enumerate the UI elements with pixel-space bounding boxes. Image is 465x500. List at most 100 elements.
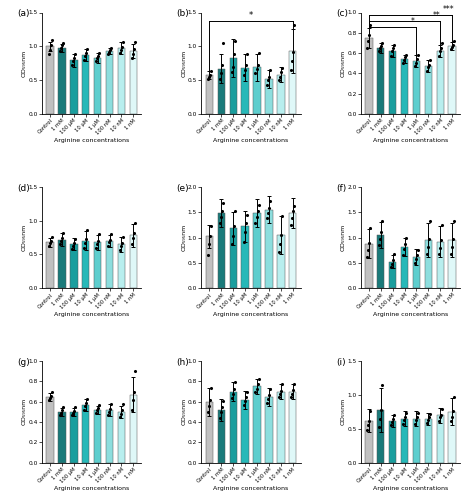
Text: (e): (e) (176, 184, 189, 193)
Point (93, 54, 101, 62)
Point (219, 199, 226, 207)
Point (60, 229, 67, 237)
Point (130, 229, 138, 237)
Point (242, 220, 249, 228)
Point (72, 50, 79, 58)
Point (278, 386, 285, 394)
Point (426, 410, 434, 418)
Point (241, 228, 248, 236)
Point (118, 239, 126, 247)
Point (104, 411, 112, 419)
Point (84, 45, 91, 53)
Point (80, 406, 88, 414)
Bar (70, 60, 78, 114)
Bar (413, 61, 420, 114)
Bar (58, 412, 66, 463)
Point (411, 259, 418, 267)
Bar (289, 392, 296, 462)
Bar (413, 257, 420, 288)
Point (279, 64, 286, 72)
Point (95, 49, 103, 57)
Point (241, 66, 248, 74)
Point (365, 416, 373, 424)
Point (231, 378, 239, 386)
Point (365, 238, 373, 246)
Point (412, 255, 420, 263)
Point (399, 420, 407, 428)
Point (207, 384, 215, 392)
Point (449, 407, 456, 415)
Point (276, 248, 283, 256)
Point (48, 36, 55, 44)
Point (267, 384, 274, 392)
Point (450, 393, 458, 401)
Bar (94, 242, 101, 288)
Point (414, 409, 422, 417)
Bar (413, 418, 420, 463)
Bar (206, 236, 213, 288)
Point (95, 230, 103, 238)
Point (426, 56, 434, 64)
Point (287, 66, 295, 74)
Point (206, 396, 214, 404)
Point (131, 368, 139, 376)
Point (367, 407, 374, 415)
Point (46, 394, 53, 402)
Point (264, 81, 271, 89)
Bar (389, 262, 396, 288)
Point (266, 72, 273, 80)
Point (106, 46, 114, 54)
Bar (70, 412, 78, 463)
Point (105, 408, 113, 416)
Point (401, 240, 409, 248)
Point (131, 38, 139, 46)
Point (119, 38, 126, 46)
Text: (i): (i) (336, 358, 345, 367)
Point (118, 43, 126, 51)
Bar (241, 400, 249, 462)
Point (379, 218, 386, 226)
Text: *: * (249, 11, 253, 20)
Point (68, 245, 76, 253)
Point (391, 250, 398, 258)
Point (435, 416, 442, 424)
Bar (448, 46, 456, 114)
Point (265, 209, 272, 217)
Point (107, 400, 115, 407)
Point (230, 384, 238, 392)
Bar (377, 235, 385, 288)
Point (106, 236, 114, 244)
Point (129, 234, 137, 242)
Point (104, 242, 112, 250)
Point (388, 260, 396, 268)
Point (291, 380, 298, 388)
Point (378, 228, 385, 236)
Bar (58, 240, 66, 288)
Bar (106, 241, 113, 288)
Text: (h): (h) (176, 358, 189, 367)
Point (279, 212, 286, 220)
Point (118, 406, 126, 414)
Point (117, 410, 125, 418)
Point (400, 416, 408, 424)
Point (264, 214, 271, 222)
Bar (46, 242, 54, 288)
Text: (a): (a) (17, 10, 29, 18)
Point (450, 37, 458, 45)
Point (252, 70, 259, 78)
Bar (448, 240, 456, 288)
Point (231, 37, 239, 45)
Point (364, 426, 371, 434)
X-axis label: Arginine concentrations: Arginine concentrations (54, 312, 129, 317)
X-axis label: Arginine concentrations: Arginine concentrations (213, 138, 289, 142)
X-axis label: Arginine concentrations: Arginine concentrations (213, 486, 289, 491)
Point (265, 76, 272, 84)
Text: *: * (411, 17, 415, 26)
Point (413, 251, 421, 259)
Point (93, 57, 100, 65)
Point (266, 204, 273, 212)
Bar (94, 410, 101, 463)
Point (402, 409, 410, 417)
Point (425, 413, 432, 421)
Point (204, 408, 212, 416)
